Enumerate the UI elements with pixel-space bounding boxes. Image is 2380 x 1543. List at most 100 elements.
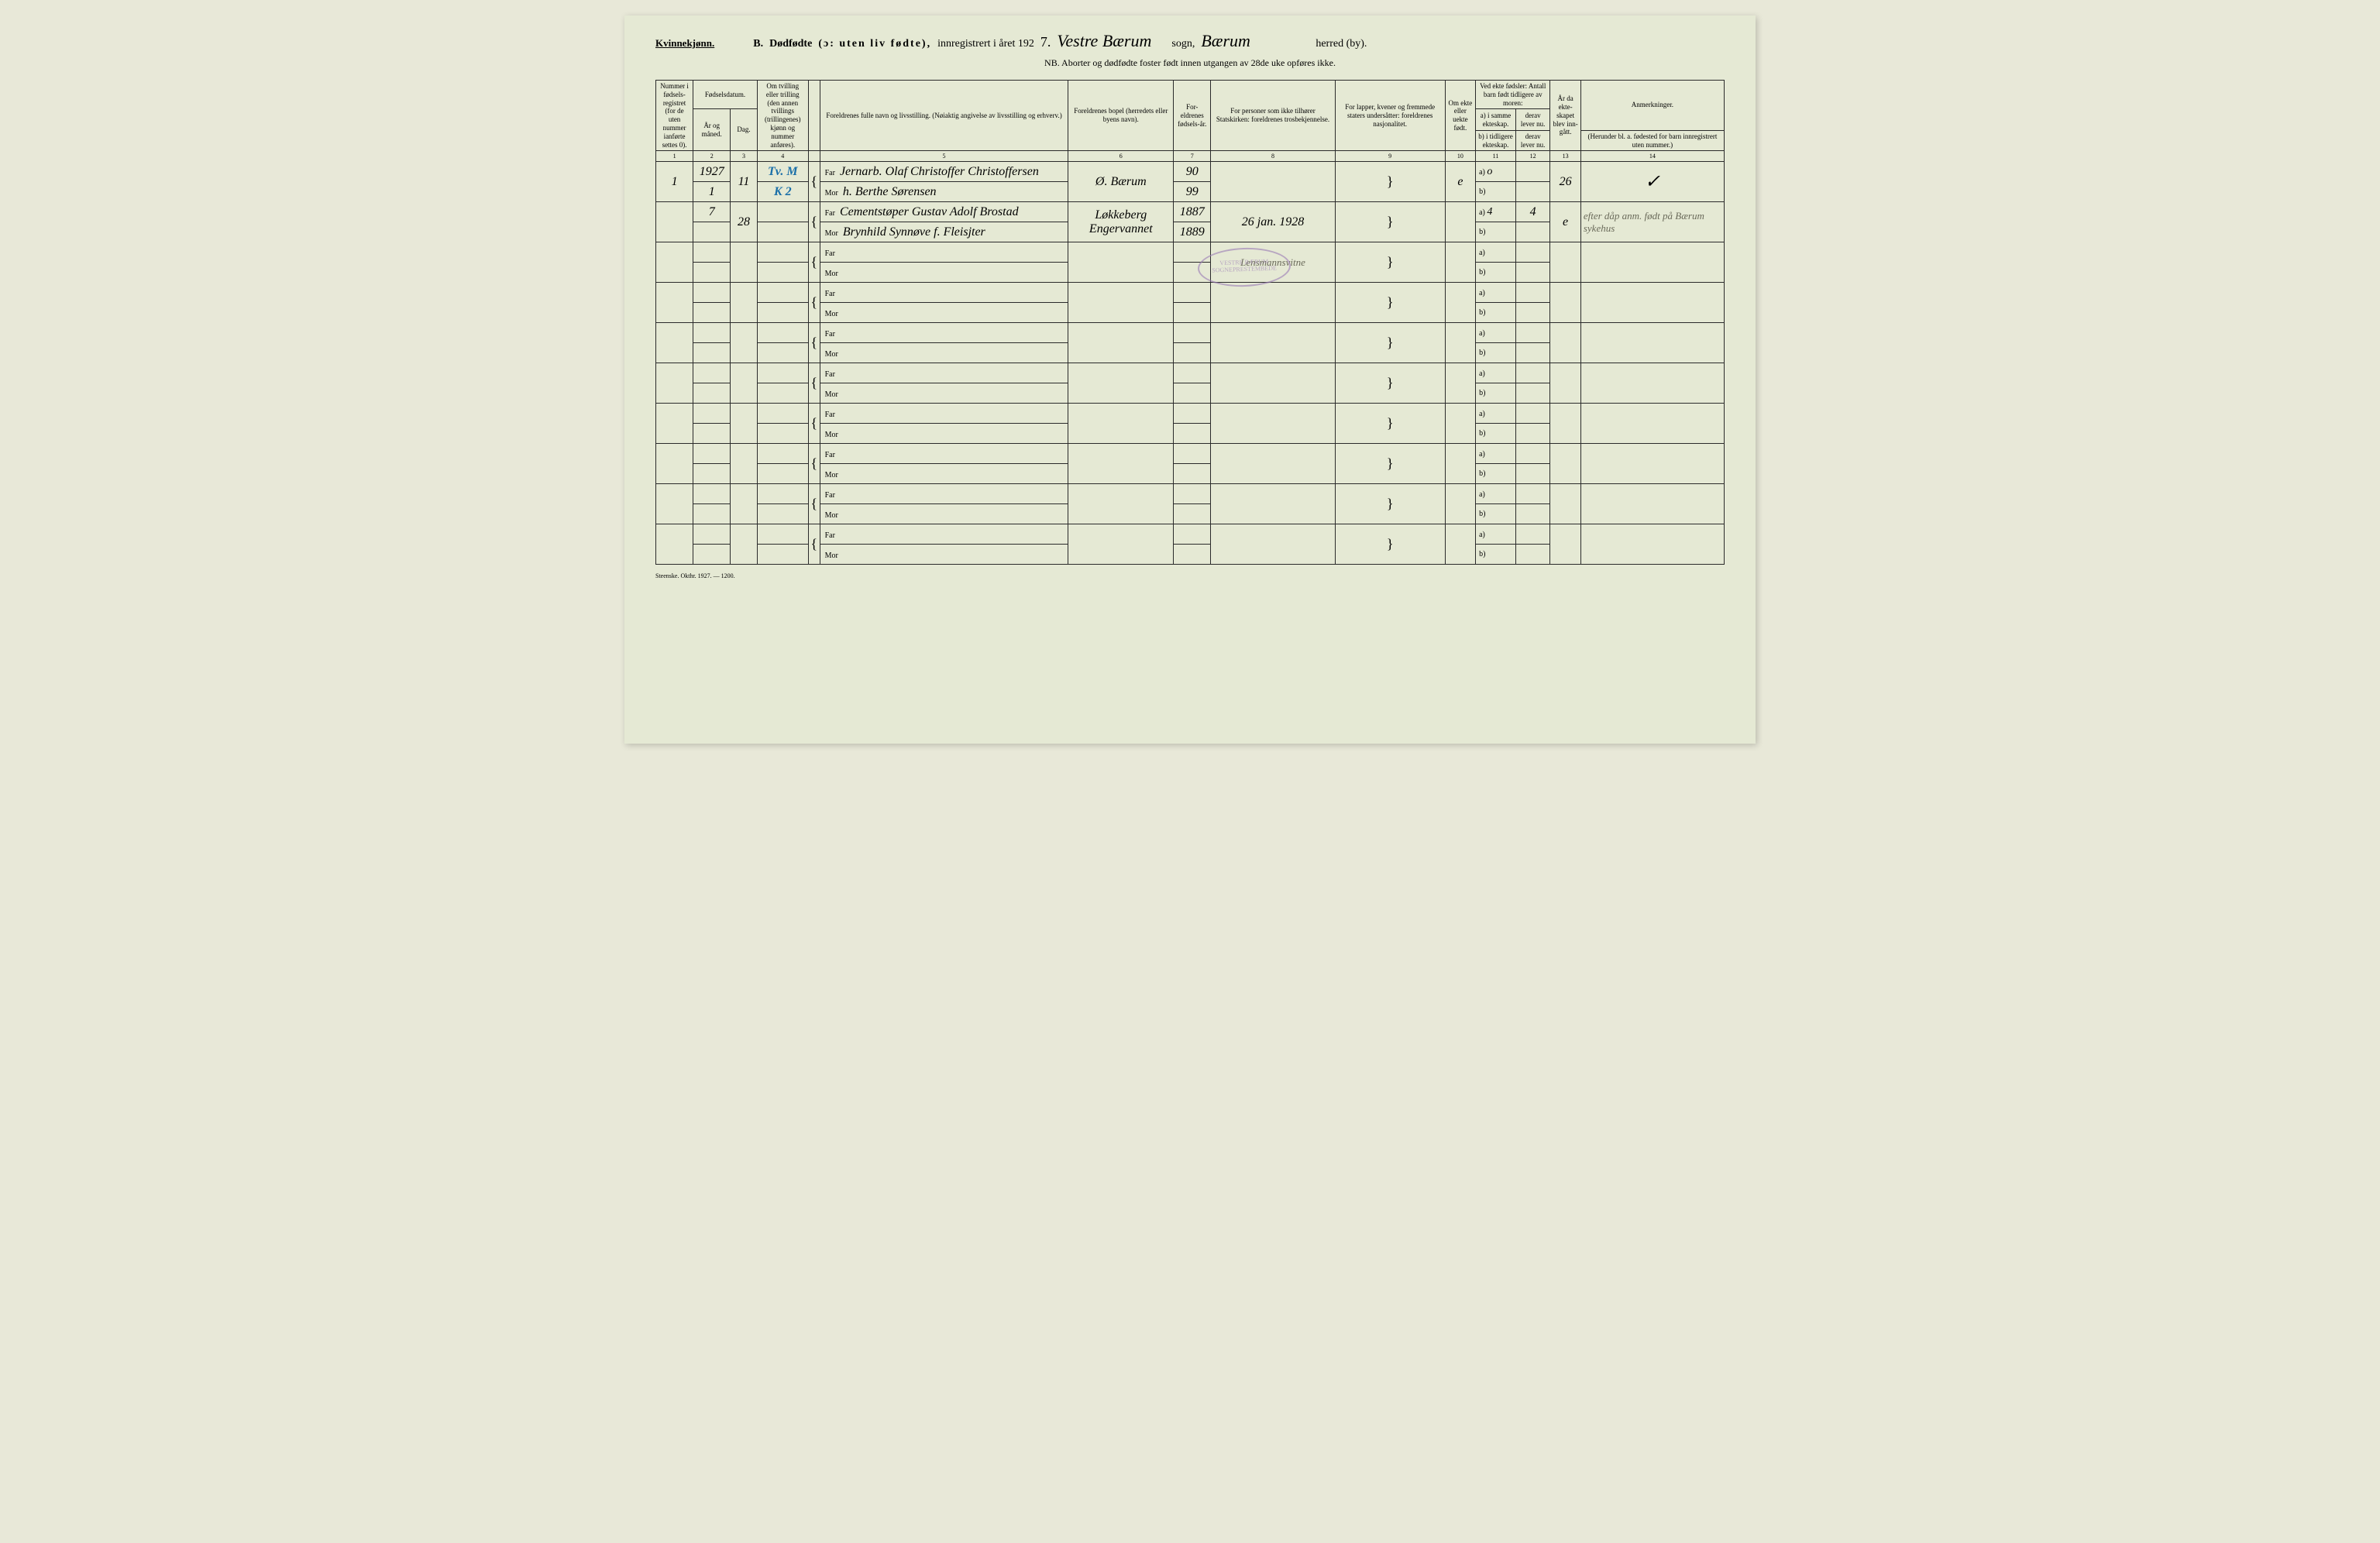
cell-tvilling-mor bbox=[757, 383, 808, 404]
far-label: Far bbox=[825, 249, 835, 258]
gender-label: Kvinnekjønn. bbox=[655, 37, 714, 50]
cell-aar2 bbox=[693, 303, 731, 323]
table-row: {Far }a) bbox=[656, 283, 1725, 303]
cell-tvilling-mor bbox=[757, 303, 808, 323]
col-fodselsdatum: Fødselsdatum. bbox=[693, 81, 758, 109]
cell-tvilling-mor bbox=[757, 464, 808, 484]
cell-mor-aar bbox=[1174, 303, 1211, 323]
cell-aar-ekteskap bbox=[1550, 404, 1580, 444]
mor-label: Mor bbox=[825, 552, 838, 560]
cell-anmerkning: efter dåp anm. født på Bærum sykehus bbox=[1580, 202, 1724, 242]
cell-aar bbox=[693, 444, 731, 464]
cell-aar2 bbox=[693, 504, 731, 524]
cell-mor: Mor bbox=[820, 504, 1068, 524]
cell-a: a) bbox=[1476, 242, 1516, 263]
cell-aar2 bbox=[693, 263, 731, 283]
cell-dag: 11 bbox=[731, 162, 758, 202]
cell-far-aar: 1887 bbox=[1174, 202, 1211, 222]
col-nummer: Nummer i fødsels-registret (for de uten … bbox=[656, 81, 693, 151]
cell-tvilling bbox=[757, 484, 808, 504]
cell-mor-aar bbox=[1174, 545, 1211, 565]
brace-icon: { bbox=[808, 524, 820, 565]
cell-tvilling bbox=[757, 242, 808, 263]
cell-nummer bbox=[656, 242, 693, 283]
herred-label: herred (by). bbox=[1316, 38, 1367, 50]
col-ekte: Om ekte eller uekte født. bbox=[1445, 81, 1475, 151]
cell-nummer bbox=[656, 283, 693, 323]
title-main: Dødfødte bbox=[769, 38, 812, 50]
cell-aar2 bbox=[693, 343, 731, 363]
cell-tvilling-mor bbox=[757, 343, 808, 363]
mor-label: Mor bbox=[825, 511, 838, 520]
cell-anmerkning bbox=[1580, 524, 1724, 565]
col-brace bbox=[808, 81, 820, 151]
col-trosbekjennelse: For personer som ikke tilhører Statskirk… bbox=[1211, 81, 1335, 151]
section-letter: B. bbox=[753, 38, 763, 50]
cell-tros bbox=[1211, 162, 1335, 202]
cell-b: b) bbox=[1476, 545, 1516, 565]
cell-b: b) bbox=[1476, 303, 1516, 323]
col-nasjonalitet: For lapper, kvener og fremmede staters u… bbox=[1335, 81, 1445, 151]
nb-line: NB. Aborter og dødfødte foster født inne… bbox=[655, 57, 1725, 69]
cell-far-aar: 90 bbox=[1174, 162, 1211, 182]
cell-dag bbox=[731, 363, 758, 404]
cell-dag bbox=[731, 444, 758, 484]
cell-aar-ekteskap bbox=[1550, 484, 1580, 524]
cell-derav-a bbox=[1515, 162, 1549, 182]
cell-mor: Mor bbox=[820, 545, 1068, 565]
far-label: Far bbox=[825, 411, 835, 419]
cell-mor-aar: 99 bbox=[1174, 182, 1211, 202]
cell-ekte bbox=[1445, 363, 1475, 404]
cell-nasj: } bbox=[1335, 242, 1445, 283]
cell-bopel: Ø. Bærum bbox=[1068, 162, 1174, 202]
cell-anmerkning bbox=[1580, 444, 1724, 484]
cell-aar-ekteskap: e bbox=[1550, 202, 1580, 242]
cell-derav-b bbox=[1515, 545, 1549, 565]
cell-nasj: } bbox=[1335, 524, 1445, 565]
cell-a: a) 4 bbox=[1476, 202, 1516, 222]
cell-nasj: } bbox=[1335, 323, 1445, 363]
cell-b: b) bbox=[1476, 504, 1516, 524]
cell-far: Far bbox=[820, 484, 1068, 504]
cell-aar2 bbox=[693, 464, 731, 484]
title-line: B. Dødfødte (ɔ: uten liv fødte), innregi… bbox=[753, 31, 1367, 51]
cell-dag bbox=[731, 524, 758, 565]
cell-tvilling-mor bbox=[757, 545, 808, 565]
cell-aar bbox=[693, 363, 731, 383]
cell-b: b) bbox=[1476, 343, 1516, 363]
cell-ekte bbox=[1445, 323, 1475, 363]
mor-label: Mor bbox=[825, 471, 838, 479]
table-row: 1192711Tv. M{FarJernarb. Olaf Christoffe… bbox=[656, 162, 1725, 182]
cell-aar bbox=[693, 283, 731, 303]
cell-a: a) bbox=[1476, 524, 1516, 545]
far-label: Far bbox=[825, 370, 835, 379]
brace-icon: { bbox=[808, 363, 820, 404]
cell-tvilling-mor: K 2 bbox=[757, 182, 808, 202]
cell-ekte: e bbox=[1445, 162, 1475, 202]
far-label: Far bbox=[825, 290, 835, 298]
far-label: Far bbox=[825, 451, 835, 459]
cell-anmerkning bbox=[1580, 283, 1724, 323]
footer-imprint: Steenske. Okthr. 1927. — 1200. bbox=[655, 572, 1725, 579]
header: Kvinnekjønn. B. Dødfødte (ɔ: uten liv fø… bbox=[655, 31, 1725, 51]
colnum: 14 bbox=[1580, 151, 1724, 162]
cell-mor-aar bbox=[1174, 424, 1211, 444]
cell-mor-aar bbox=[1174, 504, 1211, 524]
cell-aar-ekteskap bbox=[1550, 323, 1580, 363]
table-row: {Far }a) bbox=[656, 404, 1725, 424]
cell-nasj: } bbox=[1335, 202, 1445, 242]
cell-a: a) bbox=[1476, 323, 1516, 343]
cell-far-aar bbox=[1174, 283, 1211, 303]
cell-mor: Mor bbox=[820, 424, 1068, 444]
table-row: {Far }a) bbox=[656, 363, 1725, 383]
cell-b: b) bbox=[1476, 424, 1516, 444]
colnum: 13 bbox=[1550, 151, 1580, 162]
col-dag: Dag. bbox=[731, 109, 758, 151]
cell-nasj: } bbox=[1335, 404, 1445, 444]
colnum: 6 bbox=[1068, 151, 1174, 162]
cell-nummer: 1 bbox=[656, 162, 693, 202]
colnum: 2 bbox=[693, 151, 731, 162]
cell-tvilling-mor bbox=[757, 424, 808, 444]
colnum: 11 bbox=[1476, 151, 1516, 162]
cell-dag bbox=[731, 283, 758, 323]
